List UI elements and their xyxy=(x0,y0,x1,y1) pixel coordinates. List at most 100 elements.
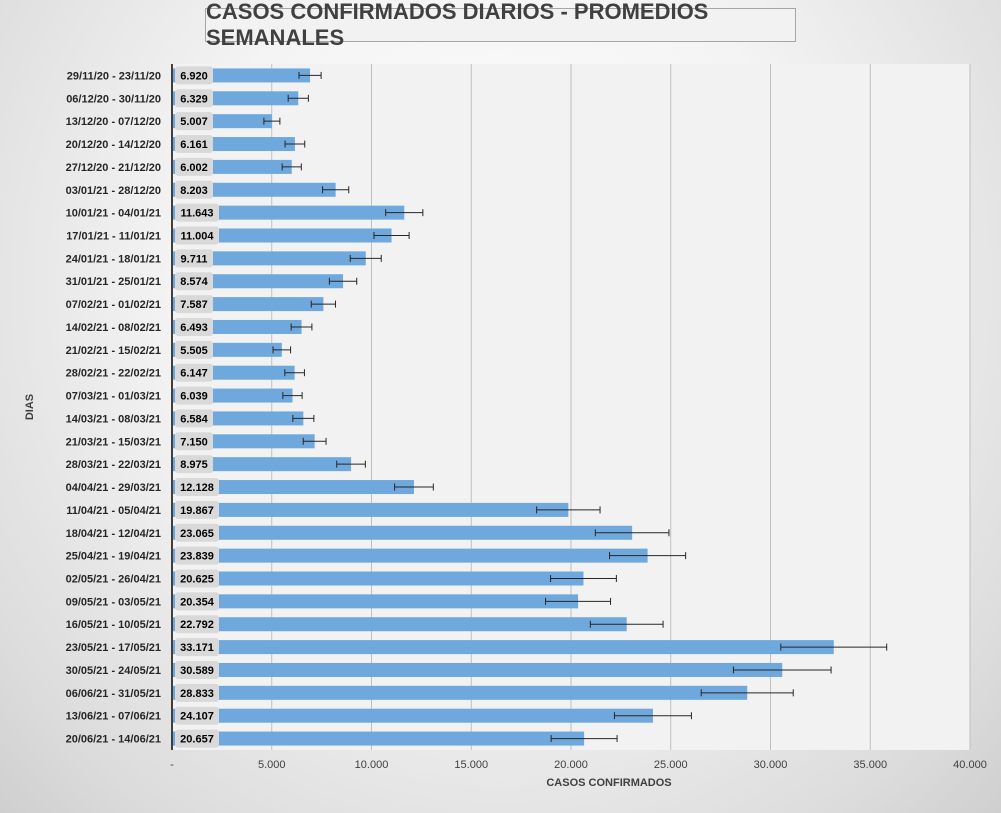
bar xyxy=(172,502,569,517)
category-label: 29/11/20 - 23/11/20 xyxy=(67,70,161,82)
data-label: 6.002 xyxy=(180,162,208,174)
category-label: 11/04/21 - 05/04/21 xyxy=(66,505,161,517)
data-label-box xyxy=(175,500,219,519)
category-labels: 29/11/20 - 23/11/20 06/12/20 - 30/11/20 13… xyxy=(66,70,161,745)
bar xyxy=(172,228,392,243)
data-label-box xyxy=(175,523,219,542)
category-label: 20/12/20 - 14/12/20 xyxy=(66,139,161,151)
bar xyxy=(172,685,748,700)
error-bar xyxy=(282,392,303,400)
data-label: 20.625 xyxy=(180,574,214,586)
data-label: 23.065 xyxy=(180,528,214,540)
data-label-box xyxy=(175,340,213,359)
data-label-box xyxy=(175,386,213,405)
category-label: 31/01/21 - 25/01/21 xyxy=(66,276,161,288)
error-bar xyxy=(349,254,382,262)
data-label: 8.203 xyxy=(180,185,208,197)
error-bar xyxy=(263,117,281,125)
category-label: 20/06/21 - 14/06/21 xyxy=(66,734,161,746)
data-label: 6.147 xyxy=(180,368,208,380)
category-label: 02/05/21 - 26/04/21 xyxy=(66,574,161,586)
error-bar xyxy=(609,552,687,560)
data-label-box xyxy=(175,272,213,291)
x-tick-label: 35.000 xyxy=(853,759,887,771)
error-bar xyxy=(290,323,313,331)
error-bar xyxy=(780,643,888,651)
data-label-box xyxy=(175,317,213,336)
data-label: 19.867 xyxy=(180,505,214,517)
error-bar xyxy=(322,186,350,194)
data-label-box xyxy=(175,135,213,154)
data-label: 24.107 xyxy=(180,711,214,723)
data-label-box xyxy=(175,89,213,108)
data-label: 7.587 xyxy=(180,299,208,311)
category-label: 03/01/21 - 28/12/20 xyxy=(66,185,161,197)
category-label: 09/05/21 - 03/05/21 xyxy=(66,596,161,608)
error-bar xyxy=(302,437,327,445)
category-label: 14/03/21 - 08/03/21 xyxy=(66,413,161,425)
bar xyxy=(172,662,783,677)
category-label: 06/06/21 - 31/05/21 xyxy=(66,688,161,700)
category-label: 13/06/21 - 07/06/21 xyxy=(66,711,161,723)
error-bar xyxy=(613,712,692,720)
bar xyxy=(172,480,414,495)
category-label: 21/02/21 - 15/02/21 xyxy=(66,345,161,357)
data-label: 6.161 xyxy=(180,139,208,151)
x-tick-label: 40.000 xyxy=(953,759,987,771)
data-label-box xyxy=(175,569,219,588)
error-bar xyxy=(589,620,664,628)
data-label-box xyxy=(175,409,213,428)
error-bar xyxy=(373,232,410,239)
category-label: 21/03/21 - 15/03/21 xyxy=(66,436,161,448)
error-bar xyxy=(385,209,424,217)
category-label: 27/12/20 - 21/12/20 xyxy=(66,162,161,174)
data-label: 5.505 xyxy=(180,345,208,357)
bar xyxy=(172,205,405,220)
error-bar xyxy=(536,506,601,514)
bar xyxy=(172,594,579,609)
data-label-box xyxy=(175,112,213,131)
data-label: 5.007 xyxy=(180,116,208,128)
data-label-box xyxy=(175,455,213,474)
data-label: 11.004 xyxy=(180,231,214,243)
y-axis-title: DIAS xyxy=(24,394,36,420)
bar xyxy=(172,548,648,563)
data-label: 8.975 xyxy=(180,459,208,471)
data-label-box xyxy=(175,363,213,382)
data-label-box xyxy=(175,478,219,497)
category-label: 17/01/21 - 11/01/21 xyxy=(66,231,161,243)
bar xyxy=(172,274,344,289)
x-axis-title: CASOS CONFIRMADOS xyxy=(546,777,671,789)
gridlines xyxy=(271,64,971,750)
bar xyxy=(172,708,653,723)
data-label-box xyxy=(175,226,219,245)
data-label-box xyxy=(175,432,213,451)
bar xyxy=(172,571,584,586)
data-label: 30.589 xyxy=(180,665,214,677)
bar xyxy=(172,525,633,540)
bar xyxy=(172,251,366,266)
data-label-box xyxy=(175,729,219,748)
category-label: 18/04/21 - 12/04/21 xyxy=(66,528,161,540)
data-label: 28.833 xyxy=(180,688,214,700)
x-tick-label: 15.000 xyxy=(454,759,488,771)
error-bar xyxy=(550,575,617,582)
data-label: 12.128 xyxy=(180,482,214,494)
data-label-box xyxy=(175,295,213,314)
category-label: 28/02/21 - 22/02/21 xyxy=(66,368,161,380)
data-label: 9.711 xyxy=(181,253,208,265)
bar xyxy=(172,640,834,655)
error-bar xyxy=(328,277,358,285)
data-label: 6.329 xyxy=(180,93,208,105)
x-tick-label: 10.000 xyxy=(355,759,389,771)
error-bar xyxy=(545,597,612,605)
error-bar xyxy=(287,94,309,102)
error-bar xyxy=(336,460,366,468)
error-bar xyxy=(284,140,306,148)
category-label: 13/12/20 - 07/12/20 xyxy=(66,116,161,128)
data-label-box xyxy=(175,180,213,199)
bar xyxy=(172,731,585,746)
data-label-box xyxy=(175,683,219,702)
